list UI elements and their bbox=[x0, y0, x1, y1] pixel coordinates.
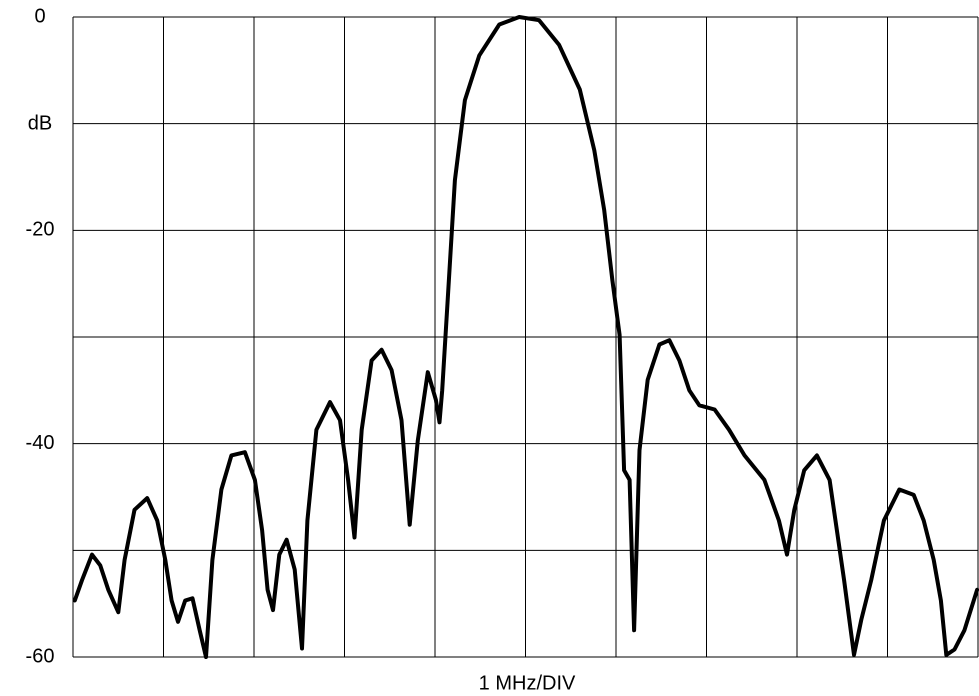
spectrum-line bbox=[72, 15, 979, 659]
y-tick-label: -60 bbox=[26, 645, 55, 667]
y-tick-label: -40 bbox=[26, 432, 55, 454]
y-axis-label: dB bbox=[28, 112, 52, 134]
x-axis-label: 1 MHz/DIV bbox=[479, 672, 576, 694]
y-tick-label: 0 bbox=[34, 5, 45, 27]
y-tick-label: -20 bbox=[26, 219, 55, 241]
